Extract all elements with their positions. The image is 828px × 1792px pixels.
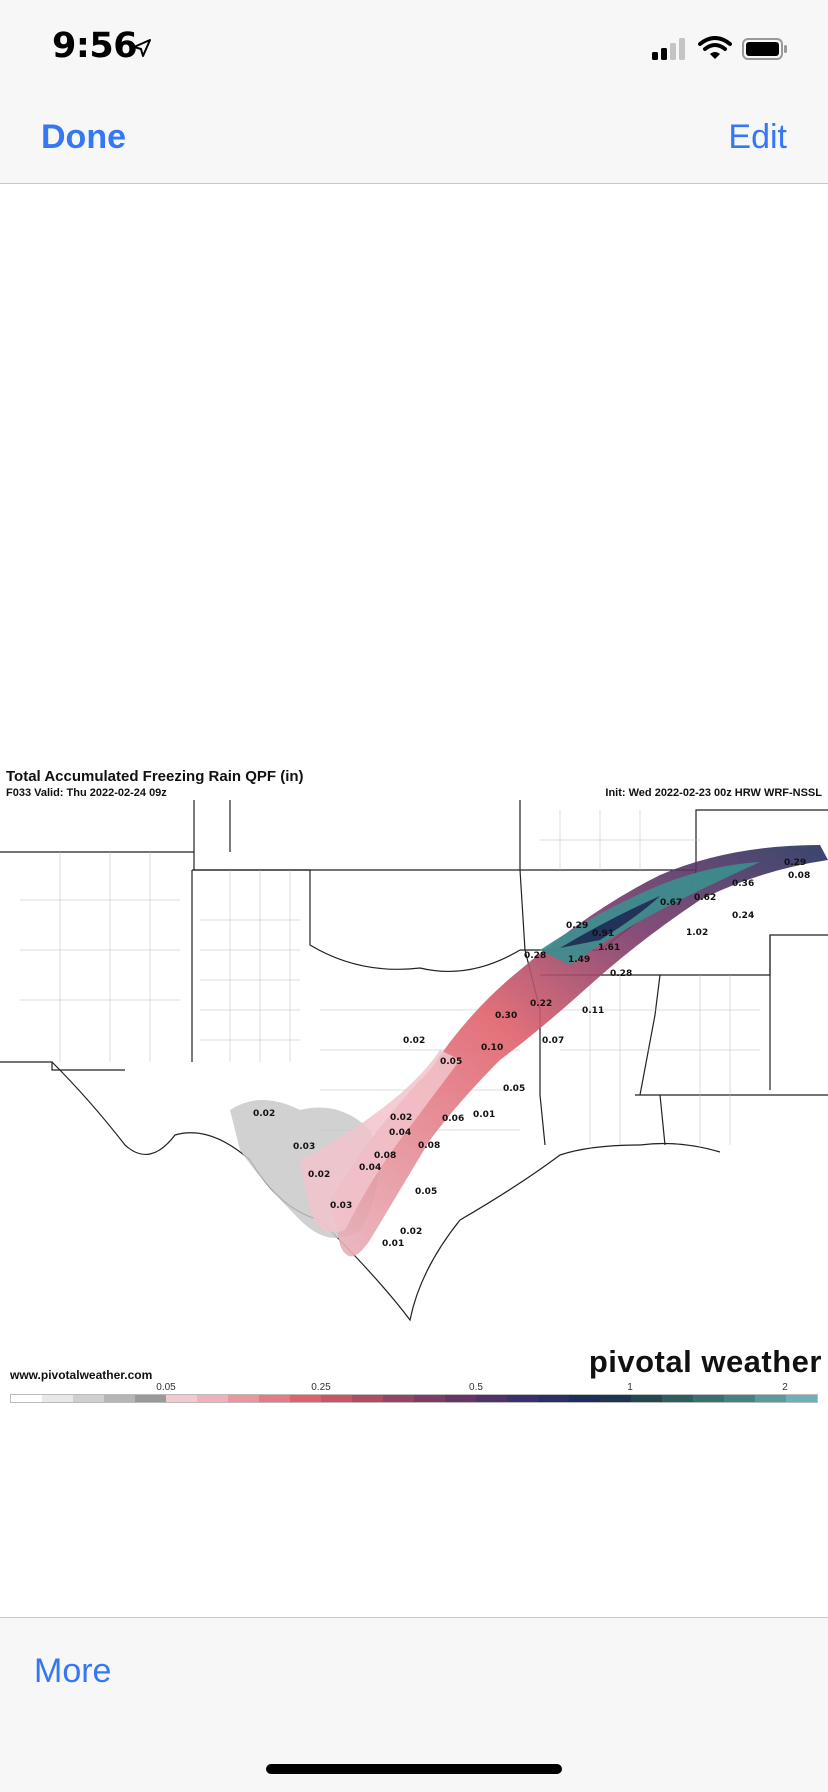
map-label: 0.62 <box>694 893 716 903</box>
pivotal-weather-logo: pivotal weather <box>588 1344 822 1379</box>
more-button[interactable]: More <box>34 1652 112 1690</box>
map-title: Total Accumulated Freezing Rain QPF (in) <box>6 768 304 785</box>
map-label: 0.36 <box>732 879 754 889</box>
map-init-time: Init: Wed 2022-02-23 00z HRW WRF-NSSL <box>605 787 822 799</box>
map-label: 0.28 <box>610 969 632 979</box>
colorbar-tick: 0.5 <box>469 1382 483 1393</box>
map-label: 0.01 <box>473 1110 495 1120</box>
color-scale-bar <box>10 1394 818 1403</box>
home-indicator[interactable] <box>266 1764 562 1774</box>
map-label: 0.04 <box>359 1163 381 1173</box>
map-label: 0.11 <box>582 1006 604 1016</box>
map-label: 0.05 <box>503 1084 525 1094</box>
map-label: 0.29 <box>566 921 588 931</box>
map-label: 0.67 <box>660 898 682 908</box>
done-button[interactable]: Done <box>41 118 126 156</box>
status-time: 9:56 <box>52 26 138 66</box>
image-viewer[interactable]: Total Accumulated Freezing Rain QPF (in)… <box>0 185 828 1617</box>
colorbar-tick: 2 <box>782 1382 788 1393</box>
map-label: 0.28 <box>524 951 546 961</box>
map-label: 0.08 <box>374 1151 396 1161</box>
wifi-icon <box>698 36 732 59</box>
precip-shading <box>230 845 828 1257</box>
map-valid-time: F033 Valid: Thu 2022-02-24 09z <box>6 787 167 799</box>
county-lines <box>20 810 760 1145</box>
freezing-rain-map: 0.29 0.08 0.36 0.67 0.62 0.24 0.29 0.91 … <box>0 800 828 1365</box>
map-label: 0.30 <box>495 1011 517 1021</box>
edit-button[interactable]: Edit <box>728 118 787 156</box>
cellular-signal-icon <box>652 38 685 60</box>
bottom-toolbar: More <box>0 1617 828 1792</box>
map-label: 1.49 <box>568 955 590 965</box>
map-label: 0.02 <box>400 1227 422 1237</box>
map-label: 0.08 <box>418 1141 440 1151</box>
colorbar-tick: 1 <box>627 1382 633 1393</box>
map-label: 0.10 <box>481 1043 503 1053</box>
map-label: 0.03 <box>330 1201 352 1211</box>
map-label: 0.91 <box>592 929 614 939</box>
weather-map-image[interactable]: Total Accumulated Freezing Rain QPF (in)… <box>0 768 828 1408</box>
map-label: 0.07 <box>542 1036 564 1046</box>
map-label: 0.04 <box>389 1128 411 1138</box>
map-label: 0.02 <box>390 1113 412 1123</box>
accumulation-labels: 0.29 0.08 0.36 0.67 0.62 0.24 0.29 0.91 … <box>253 858 810 1249</box>
map-label: 0.01 <box>382 1239 404 1249</box>
map-label: 0.05 <box>415 1187 437 1197</box>
map-label: 0.06 <box>442 1114 464 1124</box>
colorbar-tick: 0.05 <box>156 1382 176 1393</box>
map-label: 1.61 <box>598 943 620 953</box>
navigation-bar: Done Edit <box>0 96 828 184</box>
map-label: 0.29 <box>784 858 806 868</box>
status-bar: 9:56 <box>0 0 828 96</box>
source-url: www.pivotalweather.com <box>10 1368 153 1382</box>
map-label: 0.02 <box>308 1170 330 1180</box>
map-label: 0.03 <box>293 1142 315 1152</box>
map-label: 0.22 <box>530 999 552 1009</box>
map-label: 1.02 <box>686 928 708 938</box>
map-label: 0.24 <box>732 911 754 921</box>
battery-icon <box>742 38 787 60</box>
map-label: 0.05 <box>440 1057 462 1067</box>
map-label: 0.08 <box>788 871 810 881</box>
location-arrow-icon <box>133 39 151 57</box>
map-label: 0.02 <box>253 1109 275 1119</box>
colorbar-tick: 0.25 <box>311 1382 331 1393</box>
map-label: 0.02 <box>403 1036 425 1046</box>
